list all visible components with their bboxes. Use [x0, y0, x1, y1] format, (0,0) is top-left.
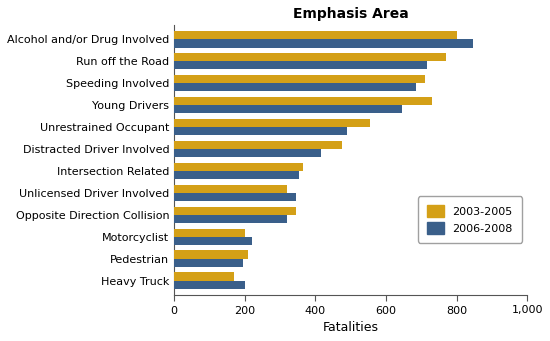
Bar [174, 75, 425, 83]
Bar [174, 105, 402, 114]
Bar [174, 215, 287, 223]
Bar [174, 140, 342, 149]
Bar [174, 149, 321, 157]
Bar [174, 281, 245, 289]
Bar [174, 83, 416, 91]
Bar [174, 251, 248, 259]
Bar [174, 237, 252, 245]
Bar [174, 97, 432, 105]
Bar [174, 272, 234, 281]
Title: Emphasis Area: Emphasis Area [293, 7, 409, 21]
Bar [174, 184, 287, 193]
Legend: 2003-2005, 2006-2008: 2003-2005, 2006-2008 [418, 196, 522, 242]
Bar [174, 207, 296, 215]
Bar [174, 193, 296, 201]
Bar [174, 31, 456, 39]
Bar [174, 61, 427, 70]
Bar [174, 53, 446, 61]
Bar [174, 163, 303, 171]
Bar [174, 259, 243, 267]
Bar [174, 119, 370, 127]
Bar [174, 39, 472, 47]
Bar [174, 127, 347, 135]
X-axis label: Fatalities: Fatalities [323, 321, 379, 334]
Bar [174, 171, 299, 179]
Bar [174, 228, 245, 237]
